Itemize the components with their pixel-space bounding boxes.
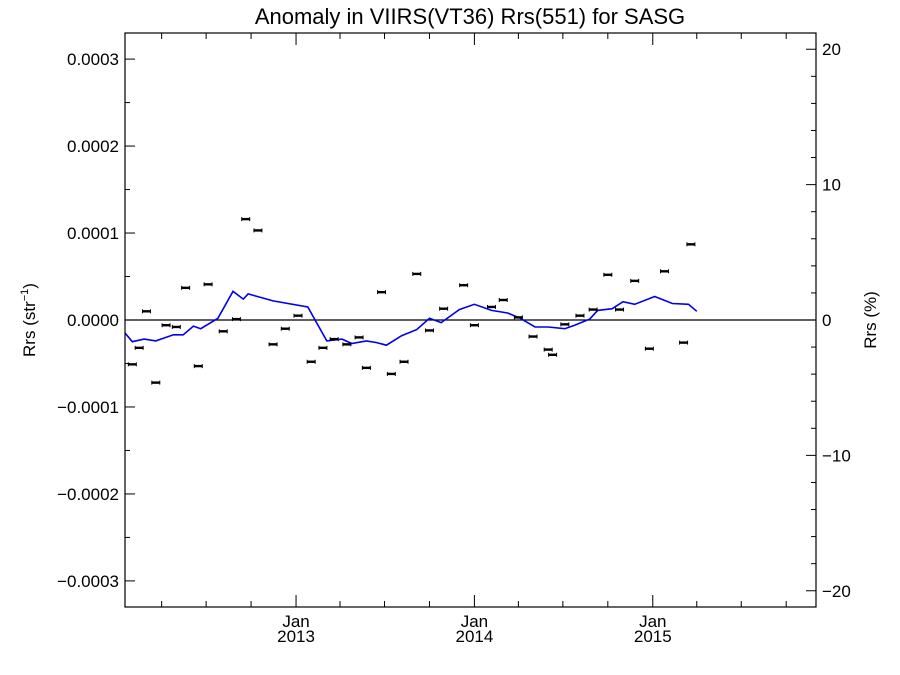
x-tick-year-label: 2013	[277, 627, 315, 646]
data-point	[459, 283, 469, 288]
data-point	[241, 217, 251, 222]
data-point	[151, 380, 161, 385]
data-point	[218, 329, 228, 334]
data-point	[575, 313, 585, 318]
data-point	[412, 271, 422, 276]
data-point	[644, 346, 654, 351]
y-right-tick-label: 10	[822, 176, 841, 195]
data-point	[560, 322, 570, 327]
data-point	[660, 269, 670, 274]
y-label-left-close: )	[20, 283, 39, 289]
data-point	[203, 282, 213, 287]
axes: 0.0003 0.0002 0.0001 0.0000 −0.0001 −0.0002 −0…	[57, 33, 851, 646]
x-tick-year-label: 2015	[634, 627, 672, 646]
data-point	[127, 362, 137, 367]
x-tick-month-label: Jan	[282, 612, 309, 631]
y-left-tick-label: 0.0003	[67, 50, 119, 69]
data-point	[193, 364, 203, 369]
anomaly-line-series	[124, 290, 698, 347]
data-point	[513, 315, 523, 320]
x-tick-year-label: 2014	[455, 627, 493, 646]
data-point	[354, 335, 364, 340]
y-right-tick-label: −10	[822, 446, 851, 465]
plot-frame	[124, 32, 817, 608]
data-point	[306, 359, 316, 364]
data-point	[498, 297, 508, 302]
data-point	[161, 323, 171, 328]
data-point	[424, 328, 434, 333]
data-point	[293, 313, 303, 318]
data-point	[386, 371, 396, 376]
chart-title: Anomaly in VIIRS(VT36) Rrs(551) for SASG	[255, 4, 685, 29]
data-point	[134, 345, 144, 350]
y-label-left-sup: −1	[19, 289, 31, 302]
data-point	[361, 365, 371, 370]
x-tick-month-label: Jan	[461, 612, 488, 631]
data-point	[253, 228, 263, 233]
data-point	[686, 242, 696, 247]
data-point	[171, 324, 181, 329]
data-point	[342, 342, 352, 347]
data-point	[630, 278, 640, 283]
data-point	[548, 352, 558, 357]
data-point	[231, 317, 241, 322]
y-right-tick-label: 0	[822, 311, 831, 330]
y-left-tick-label: −0.0002	[57, 485, 119, 504]
y-right-tick-label: 20	[822, 40, 841, 59]
data-point	[603, 272, 613, 277]
x-tick-month-label: Jan	[639, 612, 666, 631]
y-left-tick-label: −0.0001	[57, 398, 119, 417]
data-point	[268, 342, 278, 347]
data-point	[439, 306, 449, 311]
data-point	[679, 340, 689, 345]
anomaly-points	[127, 217, 696, 385]
data-point	[318, 345, 328, 350]
data-point	[181, 285, 191, 290]
y-label-right: Rrs (%)	[861, 291, 880, 349]
data-point	[329, 337, 339, 342]
data-point	[399, 359, 409, 364]
y-left-tick-label: 0.0002	[67, 137, 119, 156]
data-point	[142, 309, 152, 314]
y-left-tick-label: −0.0003	[57, 572, 119, 591]
data-point	[615, 307, 625, 312]
data-point	[543, 347, 553, 352]
y-left-tick-label: 0.0001	[67, 224, 119, 243]
data-point	[487, 304, 497, 309]
y-right-tick-label: −20	[822, 582, 851, 601]
data-point	[588, 307, 598, 312]
data-point	[377, 290, 387, 295]
y-label-left-base: Rrs (str	[20, 301, 39, 357]
blue-series-line	[124, 290, 698, 347]
data-point	[469, 323, 479, 328]
y-left-tick-label: 0.0000	[67, 311, 119, 330]
data-point	[528, 334, 538, 339]
data-point	[280, 326, 290, 331]
y-label-left: Rrs (str−1)	[19, 283, 39, 357]
svg-text:Rrs (str−1): Rrs (str−1)	[19, 283, 39, 357]
